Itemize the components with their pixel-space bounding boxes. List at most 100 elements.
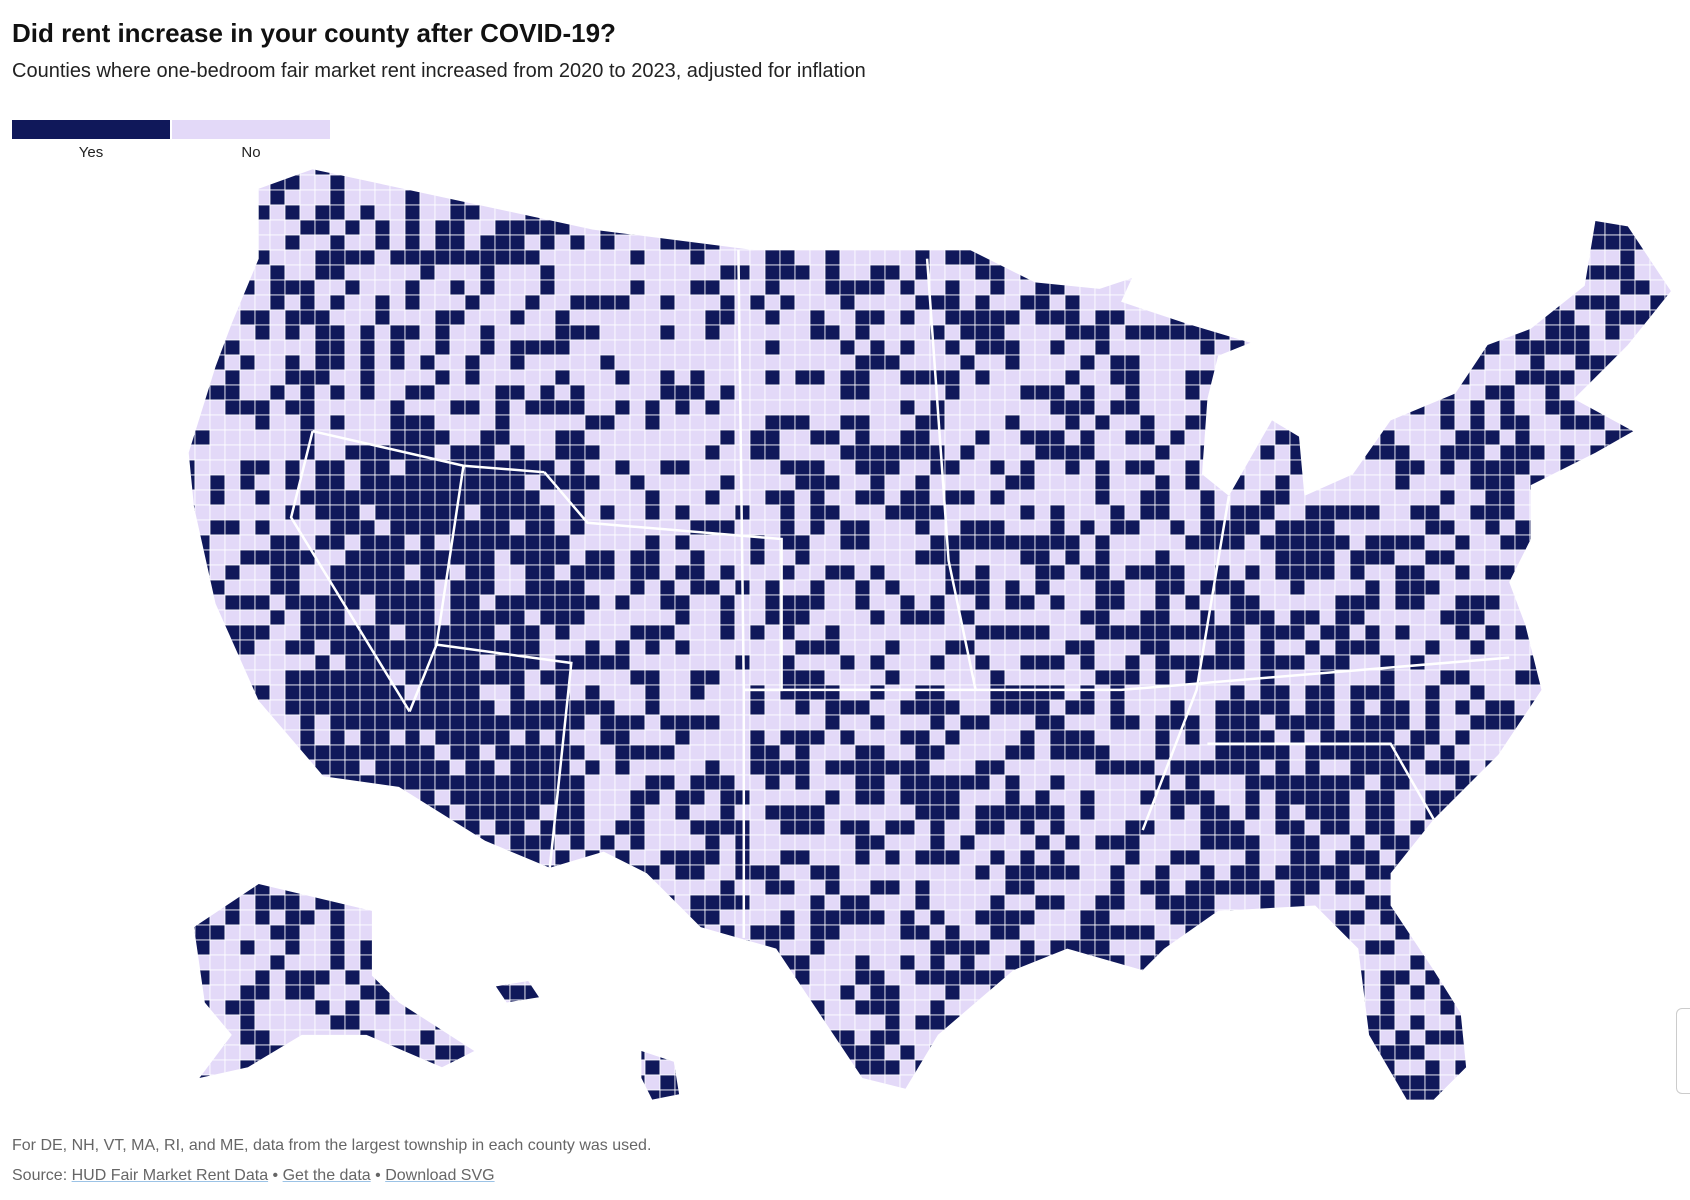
county — [554, 459, 571, 476]
county — [569, 519, 586, 536]
county — [464, 444, 481, 461]
county — [539, 849, 556, 866]
county — [494, 429, 511, 446]
county — [374, 594, 391, 611]
county — [209, 1014, 226, 1031]
county — [629, 189, 646, 206]
county — [1049, 324, 1066, 341]
county — [509, 714, 526, 731]
county — [269, 474, 286, 491]
county — [1304, 189, 1321, 206]
county — [1289, 984, 1306, 1001]
county — [764, 789, 781, 806]
county — [239, 669, 256, 686]
county — [824, 474, 841, 491]
county — [899, 669, 916, 686]
county — [359, 969, 376, 986]
county — [779, 169, 796, 176]
county — [539, 804, 556, 821]
county — [599, 489, 616, 506]
county — [704, 624, 721, 641]
county — [614, 879, 631, 896]
county — [1004, 1089, 1021, 1100]
county — [329, 624, 346, 641]
county — [1259, 1044, 1276, 1061]
county — [614, 714, 631, 731]
county — [479, 669, 496, 686]
county — [599, 249, 616, 266]
county — [854, 429, 871, 446]
county — [239, 489, 256, 506]
county — [929, 804, 946, 821]
county — [299, 1044, 316, 1061]
county — [569, 189, 586, 206]
county — [464, 249, 481, 266]
county — [1004, 639, 1021, 656]
county — [404, 1089, 421, 1100]
county — [794, 339, 811, 356]
county — [794, 594, 811, 611]
county — [1199, 774, 1216, 791]
county — [284, 669, 301, 686]
county — [254, 729, 271, 746]
county — [1319, 459, 1336, 476]
county — [1004, 1044, 1021, 1061]
county — [1169, 519, 1186, 536]
county — [1034, 1089, 1051, 1100]
county — [239, 1089, 256, 1100]
county — [869, 369, 886, 386]
county — [614, 309, 631, 326]
county — [449, 774, 466, 791]
county — [1094, 639, 1111, 656]
county — [1244, 1014, 1261, 1031]
county — [974, 354, 991, 371]
legend-item: Yes — [12, 120, 170, 161]
county — [299, 1059, 316, 1076]
county — [794, 549, 811, 566]
county — [1199, 219, 1216, 236]
county — [524, 1044, 541, 1061]
county — [1019, 744, 1036, 761]
county — [974, 654, 991, 671]
county — [1199, 954, 1216, 971]
county — [899, 309, 916, 326]
county — [329, 969, 346, 986]
county — [1049, 789, 1066, 806]
county — [824, 729, 841, 746]
county — [1199, 1059, 1216, 1076]
county — [374, 474, 391, 491]
county — [344, 1074, 361, 1091]
county — [404, 279, 421, 296]
county — [1004, 429, 1021, 446]
county — [899, 564, 916, 581]
county — [1334, 609, 1351, 626]
county — [704, 504, 721, 521]
county — [1154, 324, 1171, 341]
county — [914, 609, 931, 626]
county — [764, 654, 781, 671]
county — [239, 699, 256, 716]
county — [1124, 684, 1141, 701]
county — [1259, 169, 1276, 176]
county — [944, 354, 961, 371]
county — [1034, 1059, 1051, 1076]
county — [719, 819, 736, 836]
county — [749, 339, 766, 356]
county — [779, 759, 796, 776]
county — [854, 834, 871, 851]
county — [929, 189, 946, 206]
county — [959, 1044, 976, 1061]
county — [749, 849, 766, 866]
county — [734, 234, 751, 251]
county — [869, 669, 886, 686]
county — [884, 714, 901, 731]
county — [1004, 879, 1021, 896]
county — [764, 384, 781, 401]
county — [209, 549, 226, 566]
county — [1109, 849, 1126, 866]
county — [854, 489, 871, 506]
county — [194, 984, 211, 1001]
county — [554, 219, 571, 236]
county — [1094, 459, 1111, 476]
county — [944, 279, 961, 296]
